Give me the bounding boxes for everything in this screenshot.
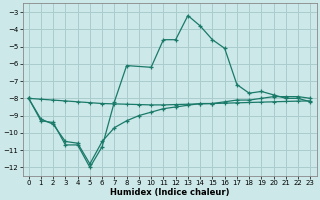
X-axis label: Humidex (Indice chaleur): Humidex (Indice chaleur) (110, 188, 229, 197)
